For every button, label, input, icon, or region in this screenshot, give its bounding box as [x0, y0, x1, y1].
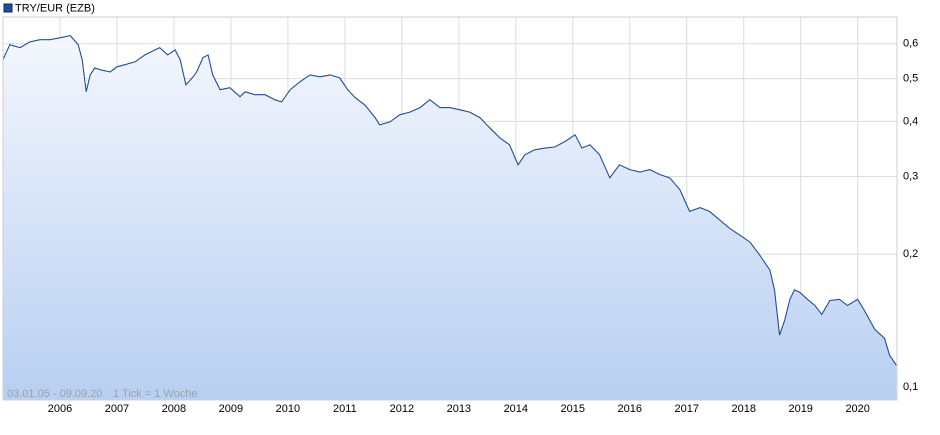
x-tick-label: 2007 [105, 403, 129, 415]
legend-swatch [3, 3, 13, 13]
y-tick-label: 0,2 [903, 248, 918, 260]
area [3, 35, 897, 400]
y-tick-label: 0,1 [903, 381, 918, 393]
y-tick-label: 0,3 [903, 170, 918, 182]
x-tick-label: 2016 [618, 403, 642, 415]
y-tick-label: 0,6 [903, 38, 918, 50]
legend-label: TRY/EUR (EZB) [15, 2, 95, 14]
y-tick-label: 0,5 [903, 73, 918, 85]
x-tick-label: 2011 [333, 403, 357, 415]
x-tick-label: 2018 [731, 403, 755, 415]
x-tick-label: 2020 [845, 403, 869, 415]
x-tick-label: 2019 [788, 403, 812, 415]
annotation: 1 Tick = 1 Woche [113, 388, 197, 400]
x-tick-label: 2006 [48, 403, 72, 415]
x-tick-label: 2017 [675, 403, 699, 415]
plot-border [2, 16, 898, 401]
annotation: 03.01.05 - 09.09.20 [7, 388, 102, 400]
x-tick-label: 2013 [447, 403, 471, 415]
x-tick-label: 2015 [561, 403, 585, 415]
x-tick-label: 2012 [390, 403, 414, 415]
x-tick-label: 2014 [504, 403, 528, 415]
x-tick-label: 2008 [162, 403, 186, 415]
x-tick-label: 2009 [219, 403, 243, 415]
x-tick-label: 2010 [276, 403, 300, 415]
y-tick-label: 0,4 [903, 115, 918, 127]
line [2, 34, 897, 366]
